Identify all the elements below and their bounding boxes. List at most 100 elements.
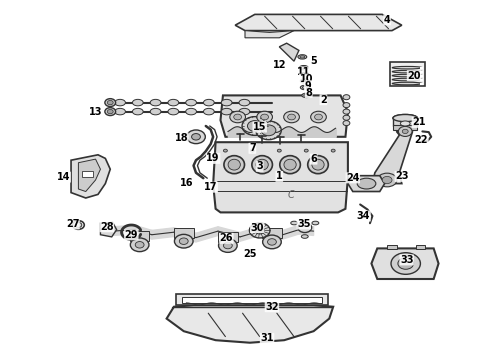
Polygon shape — [71, 155, 110, 198]
Ellipse shape — [105, 99, 116, 107]
Ellipse shape — [391, 253, 420, 274]
Bar — [416, 245, 425, 249]
Ellipse shape — [174, 234, 193, 248]
Ellipse shape — [343, 115, 350, 120]
Ellipse shape — [203, 99, 214, 106]
Ellipse shape — [132, 108, 143, 115]
Ellipse shape — [302, 86, 307, 89]
Polygon shape — [174, 228, 196, 242]
Ellipse shape — [392, 74, 422, 77]
Ellipse shape — [377, 173, 397, 187]
Ellipse shape — [219, 239, 237, 252]
Text: 14: 14 — [57, 172, 71, 182]
Ellipse shape — [239, 99, 250, 106]
Ellipse shape — [203, 108, 214, 115]
Text: 20: 20 — [407, 71, 421, 81]
Ellipse shape — [284, 159, 296, 170]
Text: 10: 10 — [299, 74, 313, 84]
Ellipse shape — [288, 114, 295, 120]
Ellipse shape — [234, 114, 242, 120]
Polygon shape — [100, 222, 117, 237]
Ellipse shape — [280, 156, 300, 174]
Polygon shape — [113, 225, 135, 235]
Ellipse shape — [392, 82, 422, 85]
Text: 1: 1 — [276, 171, 283, 181]
Ellipse shape — [277, 149, 281, 152]
Polygon shape — [196, 227, 218, 242]
Polygon shape — [348, 176, 385, 192]
Ellipse shape — [250, 149, 254, 152]
Ellipse shape — [105, 108, 116, 116]
Ellipse shape — [192, 134, 200, 140]
Text: 24: 24 — [346, 173, 360, 183]
Ellipse shape — [312, 221, 319, 225]
Ellipse shape — [223, 242, 232, 249]
Ellipse shape — [261, 114, 269, 120]
Ellipse shape — [132, 99, 143, 106]
Ellipse shape — [382, 176, 392, 184]
Ellipse shape — [402, 129, 408, 134]
Polygon shape — [218, 227, 240, 241]
Ellipse shape — [268, 239, 276, 245]
Text: 2: 2 — [320, 95, 327, 105]
Bar — [390, 62, 425, 86]
Text: 30: 30 — [250, 222, 264, 233]
Ellipse shape — [135, 242, 144, 248]
Text: 13: 13 — [89, 107, 102, 117]
Ellipse shape — [228, 159, 241, 170]
Ellipse shape — [107, 109, 113, 114]
Ellipse shape — [239, 108, 250, 115]
Ellipse shape — [73, 221, 84, 229]
Text: 16: 16 — [179, 177, 193, 188]
Ellipse shape — [343, 109, 350, 114]
Bar — [393, 118, 417, 126]
Ellipse shape — [230, 111, 245, 123]
Text: 25: 25 — [243, 249, 257, 259]
Ellipse shape — [392, 71, 422, 73]
Ellipse shape — [256, 121, 281, 140]
Text: 19: 19 — [206, 153, 220, 163]
Text: 33: 33 — [400, 255, 414, 265]
Ellipse shape — [302, 93, 311, 98]
Ellipse shape — [247, 121, 262, 131]
Polygon shape — [279, 225, 299, 240]
Ellipse shape — [357, 178, 376, 189]
Bar — [82, 171, 93, 177]
Text: 11: 11 — [297, 67, 311, 77]
Ellipse shape — [343, 95, 350, 100]
Polygon shape — [167, 305, 333, 343]
Ellipse shape — [304, 149, 308, 152]
Text: 12: 12 — [272, 60, 286, 70]
Polygon shape — [371, 248, 439, 279]
Bar — [387, 245, 397, 249]
Ellipse shape — [252, 156, 272, 174]
Ellipse shape — [393, 114, 417, 122]
Text: 23: 23 — [395, 171, 409, 181]
Ellipse shape — [221, 99, 232, 106]
Text: 22: 22 — [415, 135, 428, 145]
Text: 8: 8 — [305, 87, 312, 98]
Text: 17: 17 — [204, 182, 218, 192]
Text: 34: 34 — [357, 211, 370, 221]
Ellipse shape — [291, 221, 297, 225]
Ellipse shape — [223, 149, 227, 152]
Ellipse shape — [398, 126, 412, 136]
Bar — [182, 297, 322, 303]
Text: 28: 28 — [100, 222, 114, 232]
Ellipse shape — [168, 99, 179, 106]
Ellipse shape — [300, 56, 305, 58]
Text: 35: 35 — [297, 219, 311, 229]
Ellipse shape — [115, 108, 125, 115]
Ellipse shape — [343, 103, 350, 108]
Ellipse shape — [392, 66, 422, 69]
Ellipse shape — [256, 159, 269, 170]
Ellipse shape — [302, 80, 307, 82]
Polygon shape — [174, 228, 194, 238]
Text: 9: 9 — [304, 81, 311, 91]
Ellipse shape — [107, 100, 113, 105]
Ellipse shape — [224, 156, 245, 174]
Ellipse shape — [221, 108, 232, 115]
Ellipse shape — [261, 125, 276, 136]
Ellipse shape — [331, 149, 335, 152]
Polygon shape — [78, 159, 100, 192]
